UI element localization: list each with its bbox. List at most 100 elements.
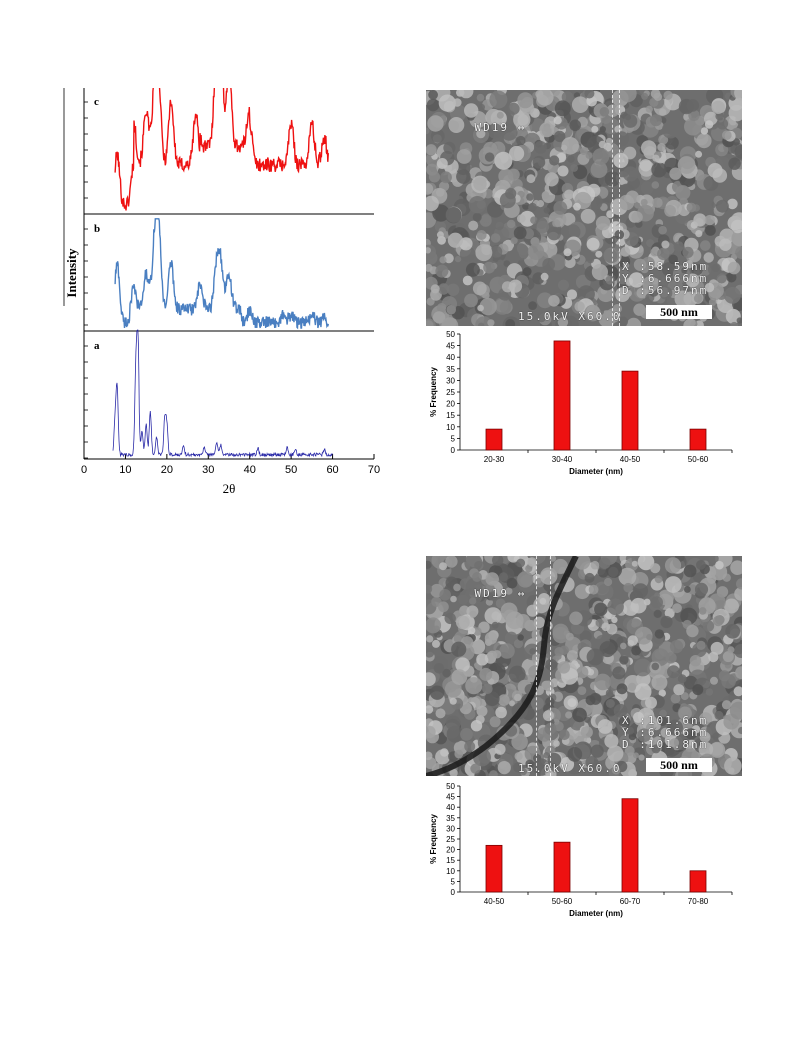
grain <box>642 276 659 293</box>
grain <box>624 745 635 756</box>
grain <box>443 141 456 154</box>
grain <box>590 560 600 570</box>
grain <box>651 596 663 609</box>
bar <box>485 428 503 451</box>
grain <box>476 705 488 717</box>
grain <box>438 94 456 112</box>
sem-measure-d: D :101.8nm <box>622 738 709 751</box>
y-tick-label: 20 <box>446 400 455 409</box>
grain <box>705 225 716 236</box>
grain <box>517 214 526 223</box>
grain <box>605 689 614 697</box>
grain <box>601 622 611 632</box>
y-axis-title: % Frequency <box>429 814 438 864</box>
grain <box>715 143 729 157</box>
grain <box>450 595 457 603</box>
grain <box>490 245 503 258</box>
grain <box>677 90 690 100</box>
grain <box>588 584 599 595</box>
grain <box>553 721 564 732</box>
grain <box>669 640 684 654</box>
grain <box>591 125 599 133</box>
grain <box>687 717 695 724</box>
grain <box>686 99 700 112</box>
grain <box>709 741 726 758</box>
grain <box>430 284 440 294</box>
grain <box>459 246 476 262</box>
grain <box>677 156 696 174</box>
arrow-icon: ↔ <box>517 587 527 600</box>
grain <box>651 648 670 666</box>
grain <box>509 145 525 162</box>
grain <box>451 669 468 685</box>
grain <box>694 582 709 596</box>
grain <box>426 705 434 714</box>
grain <box>504 631 518 645</box>
grain <box>465 578 483 596</box>
grain <box>565 711 573 719</box>
y-axis-title: % Frequency <box>429 367 438 417</box>
grain <box>496 111 504 119</box>
grain <box>658 689 666 697</box>
grain <box>618 716 631 728</box>
grain <box>536 312 547 323</box>
grain <box>445 715 461 731</box>
grain <box>426 751 433 761</box>
grain <box>530 216 538 224</box>
grain <box>492 556 504 566</box>
grain <box>700 127 709 135</box>
grain <box>528 301 537 310</box>
sem-measure-d: D :56.97nm <box>622 284 709 297</box>
grain <box>653 92 663 101</box>
grain <box>586 648 604 666</box>
grain <box>442 668 451 678</box>
grain <box>476 230 487 240</box>
grain <box>681 267 688 274</box>
grain <box>595 250 603 258</box>
grain <box>483 141 498 157</box>
histogram-top: 0 5 10 15 20 25 30 35 40 45 50 20-30 30-40 40-50 50-60… <box>426 326 742 476</box>
grain <box>440 171 452 184</box>
grain <box>445 556 458 568</box>
grain <box>585 756 599 769</box>
grain <box>580 208 596 224</box>
grain <box>586 95 597 107</box>
x-tick-label: 30 <box>202 464 214 476</box>
y-tick-label: 45 <box>446 793 455 802</box>
grain <box>456 615 470 630</box>
grain <box>725 623 741 639</box>
grain <box>505 587 513 595</box>
histogram-bottom: 0 5 10 15 20 25 30 35 40 45 50 40-50 50-60 60-70 70-80… <box>426 778 742 918</box>
grain <box>618 567 637 586</box>
grain <box>590 161 608 178</box>
bar <box>621 370 639 451</box>
grain <box>627 635 638 646</box>
grain <box>613 131 629 147</box>
grain <box>639 159 652 172</box>
grain <box>685 260 694 269</box>
grain <box>680 692 689 701</box>
grain <box>454 255 462 263</box>
grain <box>484 152 495 162</box>
grain <box>476 653 489 666</box>
grain <box>564 189 574 200</box>
grain <box>494 220 505 231</box>
grain <box>631 560 638 567</box>
grain <box>426 98 440 112</box>
grain <box>696 640 706 650</box>
grain <box>636 287 647 299</box>
grain <box>528 202 537 212</box>
grain <box>704 120 714 129</box>
grain <box>684 117 702 136</box>
grain <box>577 686 587 695</box>
grain <box>645 105 653 113</box>
grain <box>498 572 509 582</box>
grain <box>557 165 569 177</box>
grain <box>696 133 712 149</box>
grain <box>468 196 487 214</box>
panel-label: b <box>94 223 100 235</box>
grain <box>541 191 550 199</box>
grain <box>599 107 610 117</box>
y-tick-label: 30 <box>446 376 455 385</box>
grain <box>426 183 434 195</box>
